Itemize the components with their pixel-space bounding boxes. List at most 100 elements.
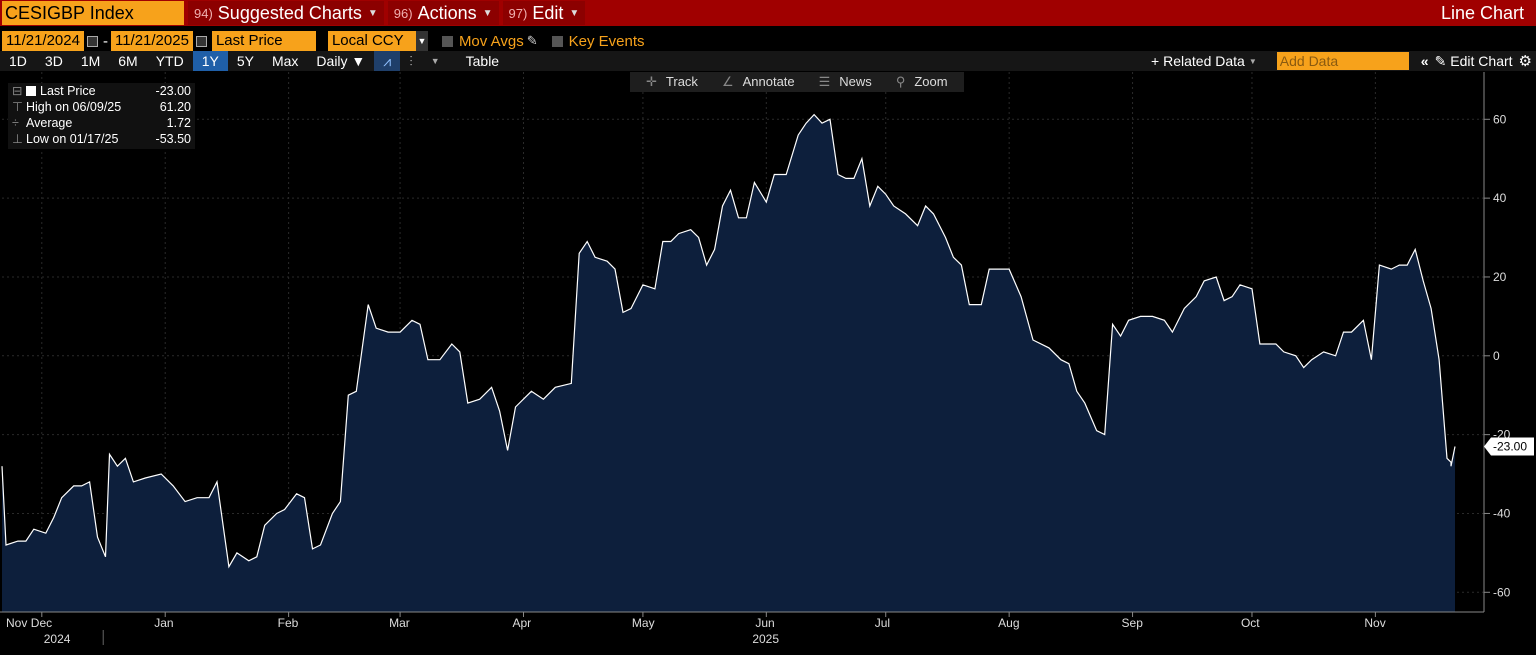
calendar-icon[interactable] (86, 35, 98, 47)
average-icon: ÷ (12, 116, 19, 130)
track-label: Track (665, 74, 698, 89)
x-tick-label: Nov (1364, 616, 1385, 630)
calendar-icon[interactable] (195, 35, 207, 47)
bar-chart-icon[interactable]: ⫶ (409, 53, 413, 69)
legend-label: Average (26, 116, 73, 130)
key-events-label[interactable]: Key Events (568, 32, 645, 50)
annotate-icon: ∠ (721, 74, 734, 89)
edit-chart-button[interactable]: Edit Chart (1450, 53, 1513, 69)
table-button[interactable]: Table (465, 53, 500, 69)
chevron-down-icon: ▼ (482, 7, 493, 19)
related-data-button[interactable]: + Related Data (1151, 53, 1245, 69)
collapse-icon[interactable]: « (1420, 53, 1429, 69)
chevron-down-icon: ▼ (569, 7, 580, 19)
y-tick-label: 40 (1493, 191, 1507, 205)
pencil-icon[interactable]: ✎ (1434, 52, 1447, 69)
year-label: 2025 (752, 632, 779, 646)
track-tool[interactable]: ✛ Track (640, 74, 704, 90)
mov-avgs-checkbox[interactable] (441, 35, 453, 47)
series-swatch (26, 86, 36, 96)
x-tick-label: Apr (512, 616, 531, 630)
legend-value: 61.20 (159, 100, 191, 114)
x-tick-label: Jan (154, 616, 173, 630)
start-date-field[interactable]: 11/21/2024 (2, 31, 84, 51)
range-1d[interactable]: 1D (9, 53, 27, 69)
legend-row: ⊤ High on 06/09/25 61.20 (12, 99, 195, 115)
x-tick-label: May (632, 616, 655, 630)
currency-select[interactable]: Local CCY (327, 31, 416, 51)
annotate-tool[interactable]: ∠ Annotate (716, 74, 801, 90)
line-chart-icon[interactable]: ⩘ (374, 51, 401, 71)
x-tick-label: Feb (278, 616, 299, 630)
menu-number: 96) (393, 5, 413, 21)
x-tick-label: Dec (31, 616, 52, 630)
legend-label: Low on 01/17/25 (26, 132, 119, 146)
y-tick-label: 0 (1493, 349, 1500, 363)
frequency-select[interactable]: Daily ▼ (316, 53, 366, 69)
mov-avgs-label[interactable]: Mov Avgs (458, 32, 524, 50)
crosshair-icon: ✛ (646, 74, 657, 89)
chart-tools: ✛ Track ∠ Annotate ☰ News ⚲ Zoom (630, 72, 964, 92)
legend-box: ⊟ Last Price -23.00 ⊤ High on 06/09/25 61.… (8, 83, 195, 149)
legend-label: Last Price (40, 84, 96, 98)
collapse-icon[interactable]: ⊟ (12, 84, 23, 98)
zoom-tool[interactable]: ⚲ Zoom (890, 74, 954, 90)
news-label: News (839, 74, 872, 89)
chevron-down-icon: ▼ (367, 7, 378, 19)
menu-label: Suggested Charts (217, 2, 362, 23)
y-tick-label: 20 (1493, 270, 1507, 284)
y-tick-label: -40 (1493, 506, 1511, 520)
search-icon: ⚲ (895, 74, 906, 89)
ticker-field[interactable]: CESIGBP Index (2, 1, 184, 25)
legend-value: 1.72 (166, 116, 191, 130)
chevron-down-icon[interactable]: ▼ (415, 31, 428, 51)
date-controls-bar: 11/21/2024 - 11/21/2025 Last Price Local… (0, 30, 1536, 52)
pencil-icon[interactable]: ✎ (526, 33, 538, 48)
news-icon: ☰ (818, 74, 831, 89)
range-ytd[interactable]: YTD (155, 53, 184, 69)
right-controls: + Related Data ▼ Add Data « ✎ Edit Chart… (1147, 51, 1536, 71)
y-tick-label: 60 (1493, 112, 1507, 126)
field-select[interactable]: Last Price (211, 31, 316, 51)
chart-type-title: Line Chart (1440, 3, 1524, 23)
x-tick-label: Aug (998, 616, 1019, 630)
high-icon: ⊤ (12, 100, 23, 114)
legend-value: -23.00 (155, 84, 191, 98)
menu-label: Edit (532, 2, 564, 23)
chevron-down-icon[interactable]: ▼ (1248, 56, 1257, 66)
range-6m[interactable]: 6M (118, 53, 138, 69)
edit-menu[interactable]: 97) Edit ▼ (502, 1, 586, 25)
x-tick-label: Jul (875, 616, 890, 630)
legend-label: High on 06/09/25 (26, 100, 122, 114)
range-1m[interactable]: 1M (80, 53, 101, 69)
x-axis: Nov Dec Jan Feb Mar Apr May Jun Jul Aug Sep Oct Nov 2… (0, 611, 1484, 646)
range-1y[interactable]: 1Y (192, 51, 228, 71)
last-price-value: -23.00 (1493, 439, 1527, 453)
x-tick-label: Jun (755, 616, 774, 630)
y-tick-label: -60 (1493, 585, 1511, 599)
actions-menu[interactable]: 96) Actions ▼ (387, 1, 499, 25)
legend-value: -53.50 (155, 132, 191, 146)
last-price-marker: -23.00 (1484, 437, 1534, 456)
price-area (2, 114, 1455, 612)
range-5y[interactable]: 5Y (236, 53, 254, 69)
range-3d[interactable]: 3D (44, 53, 63, 69)
menu-number: 97) (508, 5, 528, 21)
x-tick-label: Sep (1122, 616, 1144, 630)
key-events-checkbox[interactable] (551, 35, 563, 47)
title-bar: CESIGBP Index 94) Suggested Charts ▼ 96)… (0, 0, 1536, 26)
menu-label: Actions (417, 2, 477, 23)
range-toolbar: 1D 3D 1M 6M YTD 1Y 5Y Max Daily ▼ ⩘ ⫶ ▼ … (0, 51, 1536, 71)
news-tool[interactable]: ☰ News (813, 74, 878, 90)
annotate-label: Annotate (742, 74, 795, 89)
end-date-field[interactable]: 11/21/2025 (110, 31, 193, 51)
gear-icon[interactable]: ⚙ (1518, 53, 1532, 70)
range-max[interactable]: Max (271, 53, 299, 69)
chevron-down-icon[interactable]: ▼ (430, 56, 440, 66)
add-data-input[interactable]: Add Data (1276, 52, 1409, 70)
suggested-charts-menu[interactable]: 94) Suggested Charts ▼ (188, 1, 384, 25)
price-line (1, 113, 1456, 569)
date-separator: - (102, 32, 108, 50)
